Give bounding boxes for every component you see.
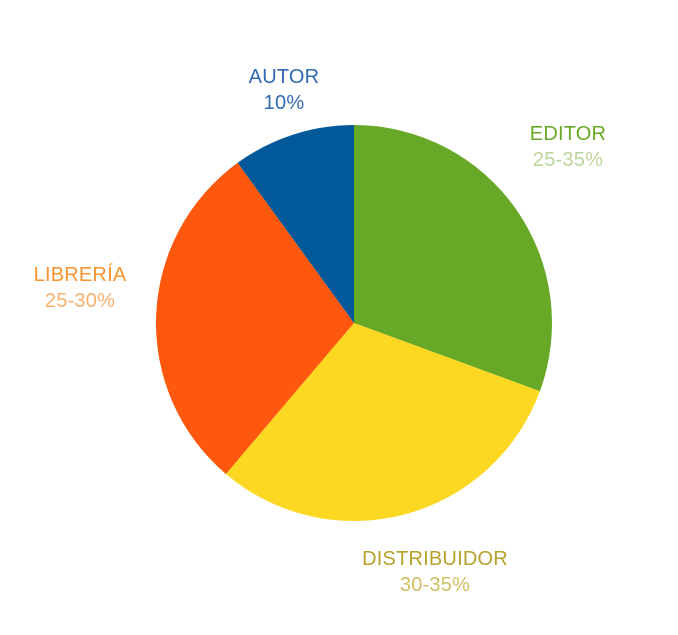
slice-label-libreria: LIBRERÍA 25-30% [34, 262, 127, 314]
slice-label-editor: EDITOR 25-35% [530, 121, 606, 173]
slice-label-distribuidor-value: 30-35% [399, 574, 471, 596]
pie-slice-editor [354, 125, 553, 392]
pie-slice-distribuidor [225, 323, 540, 521]
slice-label-editor-value: 25-35% [532, 149, 604, 171]
slice-label-distribuidor-name: DISTRIBUIDOR [362, 548, 508, 570]
pie-slice-autor [237, 125, 354, 323]
slice-label-autor-value: 10% [263, 92, 305, 114]
slice-label-libreria-value: 25-30% [44, 290, 116, 312]
slice-label-autor-name: AUTOR [248, 66, 320, 88]
slice-label-editor-name: EDITOR [529, 123, 607, 145]
slice-label-autor: AUTOR 10% [249, 64, 320, 116]
pie-slice-libreria [155, 162, 354, 474]
slice-label-distribuidor: DISTRIBUIDOR 30-35% [362, 546, 508, 598]
slice-label-libreria-name: LIBRERÍA [33, 264, 127, 286]
